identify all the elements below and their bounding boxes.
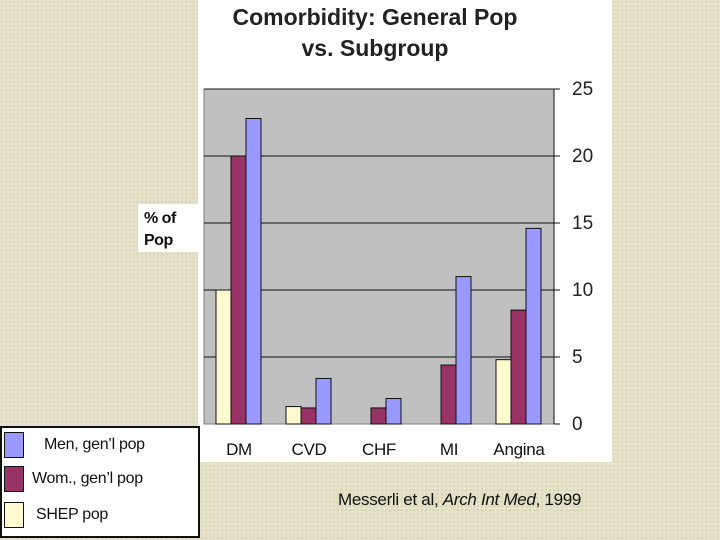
bar	[385, 398, 402, 425]
y-axis-label-line-2: Pop	[144, 232, 173, 249]
citation-authors: Messerli et al,	[338, 490, 443, 509]
bar	[285, 406, 302, 425]
legend-item-women: Wom., gen’l pop	[2, 464, 198, 494]
bar	[215, 289, 232, 425]
y-tick-label: 0	[572, 414, 583, 435]
bar	[370, 407, 387, 425]
bar	[245, 117, 262, 425]
x-tick-label: CVD	[292, 440, 327, 459]
chart-title-line-1: Comorbidity: General Pop	[232, 4, 518, 30]
legend-label-shep: SHEP pop	[36, 506, 109, 523]
bar	[455, 276, 472, 425]
legend-swatch-shep	[4, 502, 24, 528]
x-tick-label: CHF	[362, 440, 396, 459]
chart-title-line-2: vs. Subgroup	[301, 35, 449, 61]
bar	[510, 309, 527, 425]
legend-item-men: Men, gen’l pop	[2, 430, 198, 460]
legend-swatch-women	[4, 466, 24, 492]
legend-swatch-men	[4, 432, 24, 458]
bar	[525, 227, 542, 425]
bar	[300, 407, 317, 425]
x-tick-label: DM	[226, 440, 252, 459]
legend-label-women: Wom., gen’l pop	[32, 470, 143, 487]
bar	[315, 377, 332, 425]
citation-journal: Arch Int Med	[442, 490, 536, 509]
y-tick-label: 20	[572, 146, 593, 167]
y-axis-label: % of Pop	[138, 204, 198, 252]
legend: Men, gen’l pop Wom., gen’l pop SHEP pop	[0, 426, 200, 538]
y-tick-label: 10	[572, 280, 593, 301]
bar	[440, 364, 457, 425]
legend-label-men: Men, gen’l pop	[44, 436, 145, 453]
y-tick-label: 5	[572, 347, 583, 368]
y-axis-label-line-1: % of	[144, 210, 176, 227]
chart-title: Comorbidity: General Pop vs. Subgroup	[198, 2, 552, 64]
x-tick-label: MI	[440, 440, 458, 459]
y-tick-label: 15	[572, 213, 593, 234]
x-tick-label: Angina	[493, 440, 545, 459]
citation: Messerli et al, Arch Int Med, 1999	[338, 490, 581, 510]
citation-year: , 1999	[535, 490, 582, 509]
bar	[495, 359, 512, 425]
legend-item-shep: SHEP pop	[2, 500, 198, 530]
bar	[230, 155, 247, 425]
y-tick-label: 25	[572, 79, 593, 100]
